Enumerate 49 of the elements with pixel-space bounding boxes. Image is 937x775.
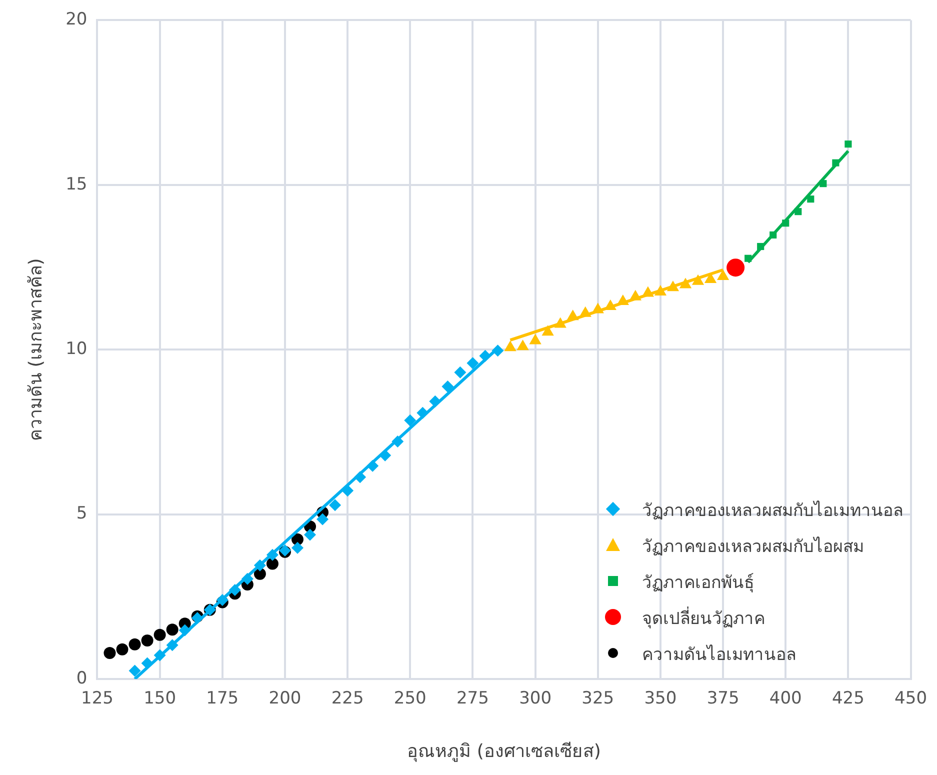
point (716, 269, 730, 280)
point (291, 542, 304, 554)
y-tick-label: 10 (66, 339, 88, 360)
x-tick-label: 375 (706, 688, 740, 709)
legend-label: วัฏภาคของเหลวผสมกับไอผสม (642, 536, 864, 558)
x-tick-label: 400 (769, 688, 802, 709)
point (316, 513, 329, 526)
x-tick-label: 300 (519, 688, 552, 709)
point (329, 499, 342, 512)
point (304, 528, 316, 541)
y-tick-label: 0 (76, 668, 88, 688)
point (128, 664, 141, 677)
x-tick-label: 150 (144, 688, 176, 709)
point (141, 634, 154, 646)
x-tick-label: 325 (582, 688, 614, 709)
point (726, 258, 745, 277)
point (504, 340, 516, 352)
x-axis-title: อุณหภูมิ (องศาเซลเซียส) (407, 740, 601, 762)
point (266, 558, 278, 570)
legend-label: วัฏภาคเอกพันธุ์ (642, 572, 754, 594)
y-tick-label: 15 (66, 174, 88, 194)
point (704, 272, 717, 283)
point (116, 643, 128, 656)
y-tick-label: 5 (76, 504, 88, 524)
x-tick-label: 350 (644, 688, 677, 709)
point (154, 628, 166, 641)
x-tick-label: 225 (331, 688, 364, 709)
x-tick-label: 200 (268, 688, 302, 709)
point (466, 357, 479, 370)
point (128, 638, 141, 650)
y-tick-label: 20 (66, 10, 88, 30)
x-tick-label: 250 (394, 688, 426, 709)
legend-label: จุดเปลี่ยนวัฏภาค (642, 606, 765, 630)
x-tick-label: 450 (894, 688, 928, 709)
legend-label: วัฏภาคของเหลวผสมกับไอเมทานอล (642, 500, 903, 522)
x-tick-label: 125 (81, 688, 114, 709)
point (104, 646, 116, 659)
point (516, 340, 529, 350)
point (529, 334, 542, 344)
point (454, 366, 466, 378)
y-axis-title: ความดัน (เมกะพาสคัล) (25, 258, 46, 441)
point (404, 414, 416, 426)
x-tick-label: 175 (206, 688, 239, 709)
point (442, 380, 454, 392)
point (166, 624, 178, 636)
x-tick-label: 275 (456, 688, 489, 709)
x-tick-label: 425 (832, 688, 864, 709)
legend-label: ความดันไอเมทานอล (642, 644, 796, 666)
point (844, 140, 852, 148)
